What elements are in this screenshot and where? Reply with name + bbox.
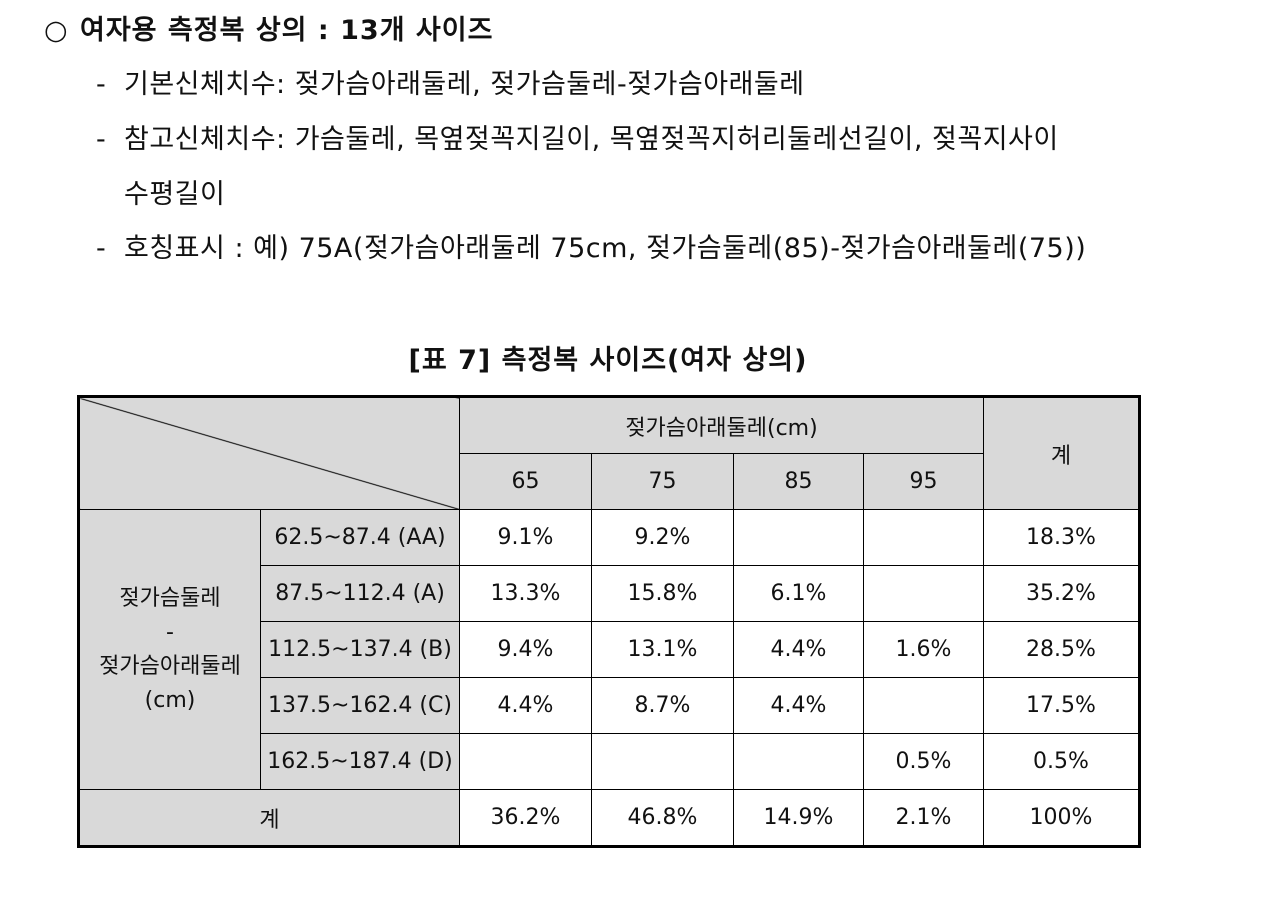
size-table: 젖가슴아래둘레(cm) 계 65 75 85 95 젖가슴둘레 - 젖가슴아래둘…	[77, 395, 1141, 848]
dash-bullet: -	[96, 69, 107, 100]
section-heading: ○ 여자용 측정복 상의 : 13개 사이즈	[44, 8, 493, 47]
list-item: - 호칭표시 : 예) 75A(젖가슴아래둘레 75cm, 젖가슴둘레(85)-젖…	[96, 226, 1086, 265]
table-row: 87.5~112.4 (A) 13.3% 15.8% 6.1% 35.2%	[79, 565, 1140, 622]
row-group-label-line: (cm)	[144, 687, 196, 713]
table-cell: 4.4%	[733, 677, 864, 734]
table-cell	[733, 509, 864, 566]
dash-bullet: -	[96, 233, 107, 264]
table-cell: 9.4%	[459, 621, 592, 678]
table-cell: 9.1%	[459, 509, 592, 566]
total-column-header: 계	[983, 396, 1140, 510]
column-header: 95	[863, 453, 984, 510]
row-header: 87.5~112.4 (A)	[260, 565, 460, 622]
column-header: 75	[591, 453, 734, 510]
footer-cell: 2.1%	[863, 789, 984, 847]
row-group-label-line: 젖가슴아래둘레	[99, 653, 241, 679]
footer-cell: 46.8%	[591, 789, 734, 847]
table-row: 112.5~137.4 (B) 9.4% 13.1% 4.4% 1.6% 28.…	[79, 621, 1140, 678]
table-row: 162.5~187.4 (D) 0.5% 0.5%	[79, 733, 1140, 790]
list-item-text: 참고신체치수: 가슴둘레, 목옆젖꼭지길이, 목옆젖꼭지허리둘레선길이, 젖꼭지…	[124, 124, 1059, 155]
row-total-cell: 28.5%	[983, 621, 1140, 678]
table-cell: 13.1%	[591, 621, 734, 678]
footer-label: 계	[78, 789, 460, 847]
table-cell	[863, 509, 984, 566]
row-header: 137.5~162.4 (C)	[260, 677, 460, 734]
list-item: - 참고신체치수: 가슴둘레, 목옆젖꼭지길이, 목옆젖꼭지허리둘레선길이, 젖꼭…	[96, 117, 1059, 156]
row-group-label-line: -	[166, 619, 174, 645]
circle-bullet-icon: ○	[44, 15, 69, 46]
table-cell: 15.8%	[591, 565, 734, 622]
table-cell: 8.7%	[591, 677, 734, 734]
footer-cell: 36.2%	[459, 789, 592, 847]
list-item-text: 기본신체치수: 젖가슴아래둘레, 젖가슴둘레-젖가슴아래둘레	[124, 69, 805, 100]
list-item: - 기본신체치수: 젖가슴아래둘레, 젖가슴둘레-젖가슴아래둘레	[96, 62, 805, 101]
column-header: 85	[733, 453, 864, 510]
table-cell	[591, 733, 734, 790]
table-cell: 13.3%	[459, 565, 592, 622]
row-total-cell: 18.3%	[983, 509, 1140, 566]
row-total-cell: 35.2%	[983, 565, 1140, 622]
table-cell: 4.4%	[459, 677, 592, 734]
table-footer-row: 계 36.2% 46.8% 14.9% 2.1% 100%	[78, 789, 1140, 847]
row-header: 62.5~87.4 (AA)	[260, 509, 460, 566]
row-group-label-line: 젖가슴둘레	[119, 585, 221, 611]
column-header: 65	[459, 453, 592, 510]
table-cell: 1.6%	[863, 621, 984, 678]
table-cell	[863, 565, 984, 622]
table-caption: [표 7] 측정복 사이즈(여자 상의)	[408, 345, 808, 376]
list-item-continuation: 수평길이	[124, 179, 226, 210]
table-cell	[459, 733, 592, 790]
table-cell: 4.4%	[733, 621, 864, 678]
table-cell	[733, 733, 864, 790]
heading-text: 여자용 측정복 상의 : 13개 사이즈	[80, 15, 494, 46]
column-group-header: 젖가슴아래둘레(cm)	[459, 396, 984, 454]
row-total-cell: 0.5%	[983, 733, 1140, 790]
table-cell	[863, 677, 984, 734]
row-total-cell: 17.5%	[983, 677, 1140, 734]
table-cell: 9.2%	[591, 509, 734, 566]
row-group-header: 젖가슴둘레 - 젖가슴아래둘레 (cm)	[78, 509, 261, 790]
footer-cell: 14.9%	[733, 789, 864, 847]
corner-diagonal-cell	[78, 396, 460, 510]
row-header: 112.5~137.4 (B)	[260, 621, 460, 678]
table-cell: 0.5%	[863, 733, 984, 790]
row-header: 162.5~187.4 (D)	[260, 733, 460, 790]
dash-bullet: -	[96, 124, 107, 155]
table-cell: 6.1%	[733, 565, 864, 622]
table-row: 젖가슴둘레 - 젖가슴아래둘레 (cm) 62.5~87.4 (AA) 9.1%…	[78, 509, 1140, 790]
grand-total-cell: 100%	[983, 789, 1140, 847]
list-item-text: 호칭표시 : 예) 75A(젖가슴아래둘레 75cm, 젖가슴둘레(85)-젖가…	[124, 233, 1087, 264]
